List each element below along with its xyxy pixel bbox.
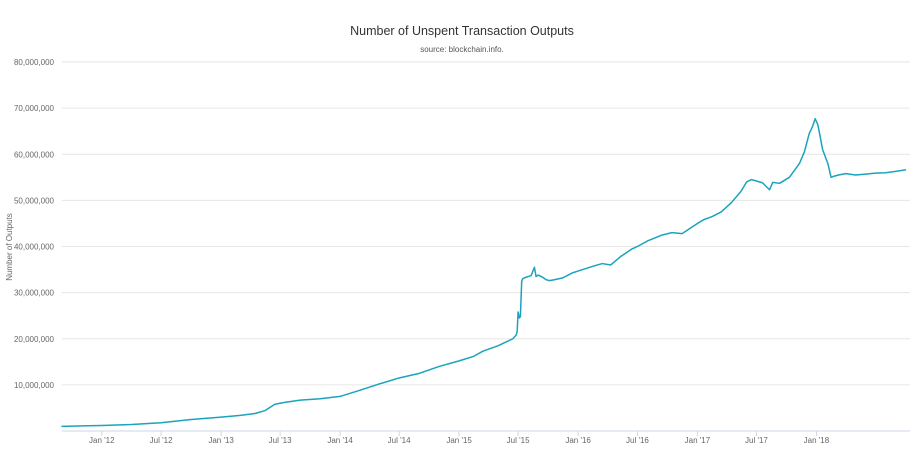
y-tick-label: 50,000,000 [14, 196, 55, 205]
x-tick-label: Jul '13 [269, 436, 292, 445]
x-tick-label: Jul '12 [150, 436, 173, 445]
grid-layer [62, 61, 910, 386]
x-tick-label: Jul '17 [745, 436, 768, 445]
x-tick-label: Jan '15 [446, 436, 472, 445]
chart-subtitle: source: blockchain.info. [420, 45, 504, 54]
x-axis: Jan '12 Jul '12 Jan '13 Jul '13 Jan '14 Jul '… [89, 431, 830, 445]
x-tick-label: Jul '15 [507, 436, 530, 445]
y-tick-label: 80,000,000 [14, 58, 55, 67]
x-tick-label: Jan '13 [208, 436, 234, 445]
y-tick-label: 70,000,000 [14, 104, 55, 113]
y-tick-label: 10,000,000 [14, 381, 55, 390]
x-tick-label: Jan '17 [685, 436, 711, 445]
x-tick-label: Jan '12 [89, 436, 115, 445]
y-tick-label: 30,000,000 [14, 289, 55, 298]
x-tick-label: Jan '14 [327, 436, 353, 445]
chart-title: Number of Unspent Transaction Outputs [350, 24, 574, 38]
y-tick-label: 40,000,000 [14, 243, 55, 252]
x-tick-label: Jul '16 [626, 436, 649, 445]
y-axis: 10,000,000 20,000,000 30,000,000 40,000,000… [14, 58, 55, 390]
series-layer [61, 117, 907, 428]
x-tick-label: Jul '14 [388, 436, 411, 445]
series-line-0 [61, 117, 907, 428]
y-tick-label: 60,000,000 [14, 150, 55, 159]
x-tick-label: Jan '16 [565, 436, 591, 445]
y-axis-label: Number of Outputs [5, 213, 14, 281]
x-tick-label: Jan '18 [804, 436, 830, 445]
y-tick-label: 20,000,000 [14, 335, 55, 344]
